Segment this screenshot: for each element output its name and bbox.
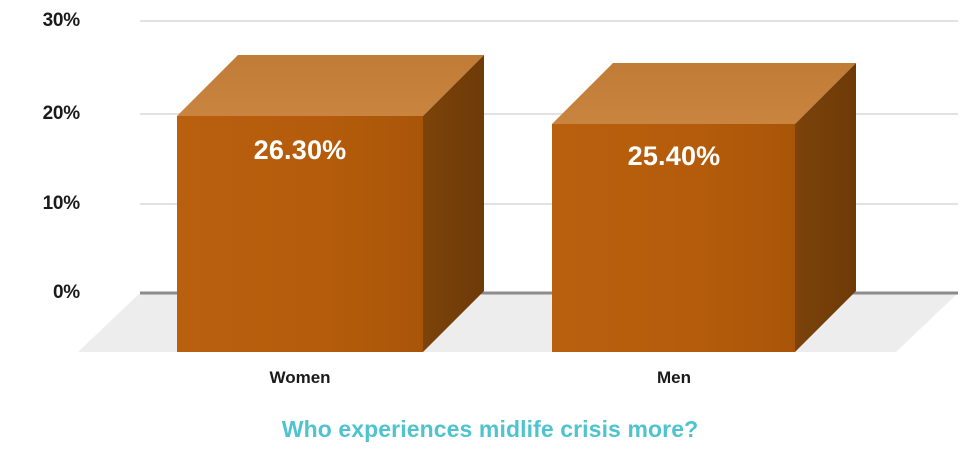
bar-women-top-face [177, 55, 484, 116]
bar-men-front-face [552, 124, 795, 352]
bar-women[interactable] [177, 55, 484, 352]
bar-women-side-face [423, 55, 484, 352]
bar-men-top-face [552, 63, 856, 124]
bar-value-label-men: 25.40% [627, 141, 721, 171]
category-label-women: Women [269, 368, 331, 387]
bar-women-front-face [177, 116, 423, 352]
category-label-men: Men [657, 368, 691, 387]
bar-value-label-women: 26.30% [253, 135, 347, 165]
ytick-label-30: 30% [42, 10, 81, 31]
ytick-label-0: 0% [52, 282, 80, 303]
ytick-label-20: 20% [42, 103, 81, 124]
ytick-label-10: 10% [42, 193, 81, 214]
chart-title: Who experiences midlife crisis more? [281, 416, 699, 442]
bar-men[interactable] [552, 63, 856, 352]
bar-men-side-face [795, 63, 856, 352]
